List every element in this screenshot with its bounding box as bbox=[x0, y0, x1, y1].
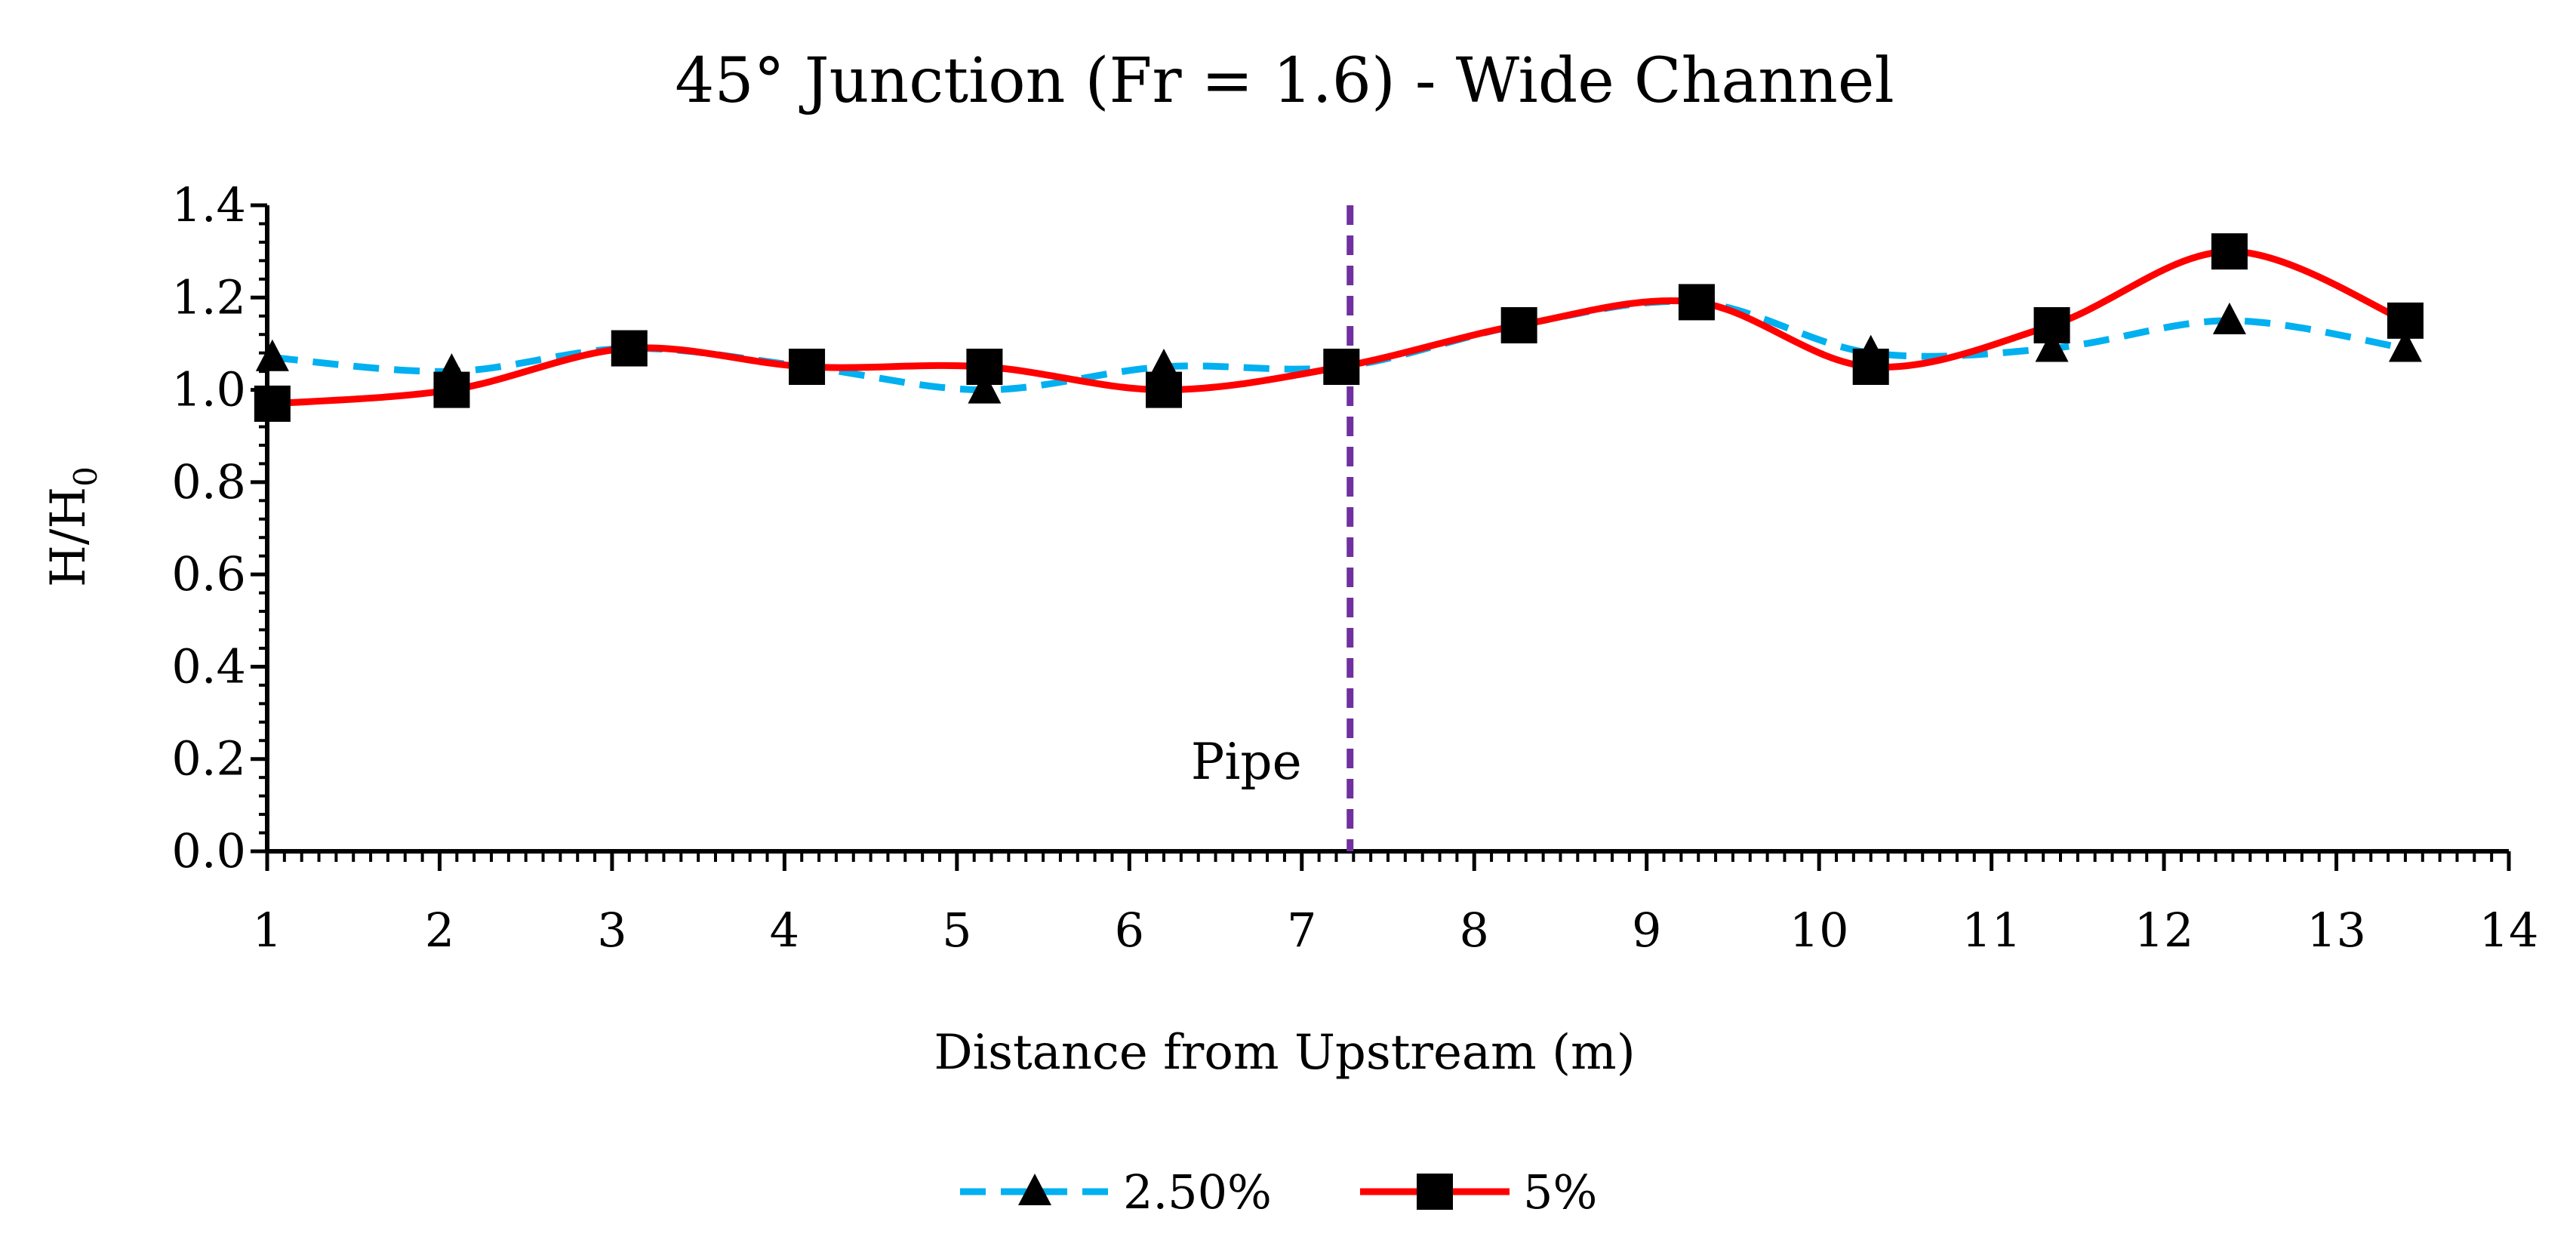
y-tick-label: 0.6 bbox=[171, 546, 246, 601]
x-tick-label: 2 bbox=[425, 903, 454, 958]
y-tick-label: 0.4 bbox=[171, 638, 246, 694]
x-tick-label: 7 bbox=[1287, 903, 1316, 958]
data-point-square bbox=[1852, 349, 1889, 385]
data-point-triangle bbox=[255, 339, 289, 371]
x-tick-label: 5 bbox=[942, 903, 971, 958]
legend-marker-triangle bbox=[1018, 1174, 1051, 1205]
data-point-square bbox=[2033, 306, 2070, 343]
data-point-square bbox=[2211, 233, 2248, 270]
data-point-square bbox=[2387, 302, 2424, 339]
pipe-label: Pipe bbox=[1191, 733, 1302, 791]
data-point-square bbox=[1323, 349, 1360, 385]
y-axis-title-subscript: 0 bbox=[67, 466, 104, 487]
plot-area: 0.00.20.40.60.81.01.21.41 2 3 4 5 6 7 8 9 10 11 12 1… bbox=[171, 177, 2538, 958]
x-tick-label: 8 bbox=[1460, 903, 1489, 958]
data-point-triangle bbox=[968, 371, 1002, 404]
data-point-square bbox=[789, 349, 826, 385]
x-tick-label: 9 bbox=[1632, 903, 1661, 958]
data-point-square bbox=[1500, 306, 1537, 343]
x-tick-label: 12 bbox=[2134, 903, 2194, 958]
data-point-square bbox=[254, 385, 291, 422]
data-point-triangle bbox=[2212, 302, 2246, 334]
chart-title: 45° Junction (Fr = 1.6) - Wide Channel bbox=[675, 45, 1894, 117]
x-tick-label: 4 bbox=[770, 903, 799, 958]
y-tick-label: 1.2 bbox=[171, 269, 246, 325]
data-point-square bbox=[966, 349, 1003, 385]
legend-marker-square bbox=[1417, 1174, 1453, 1210]
data-point-square bbox=[433, 371, 470, 408]
x-tick-label: 6 bbox=[1115, 903, 1144, 958]
y-tick-label: 1.0 bbox=[171, 362, 246, 417]
x-tick-label: 13 bbox=[2307, 903, 2366, 958]
x-tick-label: 3 bbox=[597, 903, 626, 958]
y-tick-label: 0.8 bbox=[171, 454, 246, 509]
data-point-triangle bbox=[2388, 330, 2422, 362]
x-tick-label: 10 bbox=[1790, 903, 1849, 958]
y-tick-label: 0.0 bbox=[171, 823, 246, 878]
y-axis-title-main: H/H bbox=[41, 487, 97, 587]
y-tick-label: 1.4 bbox=[171, 177, 246, 232]
data-point-square bbox=[611, 330, 648, 367]
y-tick-label: 0.2 bbox=[171, 731, 246, 786]
data-point-square bbox=[1678, 284, 1715, 321]
data-point-square bbox=[1146, 371, 1182, 408]
y-axis-title: H/H0 bbox=[41, 466, 104, 587]
x-tick-label: 1 bbox=[252, 903, 282, 958]
legend-label: 2.50% bbox=[1123, 1164, 1272, 1220]
x-tick-label: 14 bbox=[2479, 903, 2539, 958]
legend: 2.50% 5% bbox=[960, 1164, 1597, 1220]
data-point-triangle bbox=[2035, 330, 2069, 362]
x-axis-title: Distance from Upstream (m) bbox=[934, 1025, 1635, 1081]
legend-label: 5% bbox=[1523, 1164, 1597, 1220]
x-tick-label: 11 bbox=[1962, 903, 2021, 958]
